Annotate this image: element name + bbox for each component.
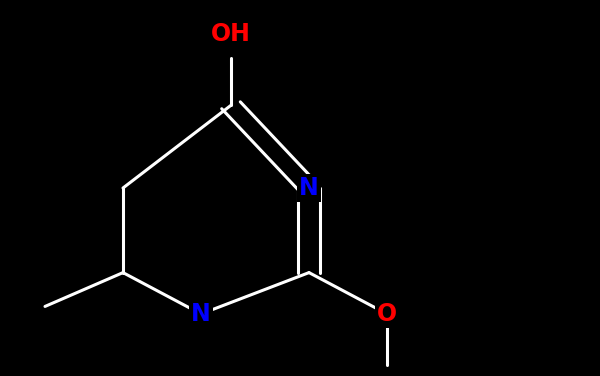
Text: O: O <box>377 302 397 326</box>
Text: N: N <box>191 302 211 326</box>
Text: OH: OH <box>211 22 251 46</box>
Text: N: N <box>299 176 319 200</box>
